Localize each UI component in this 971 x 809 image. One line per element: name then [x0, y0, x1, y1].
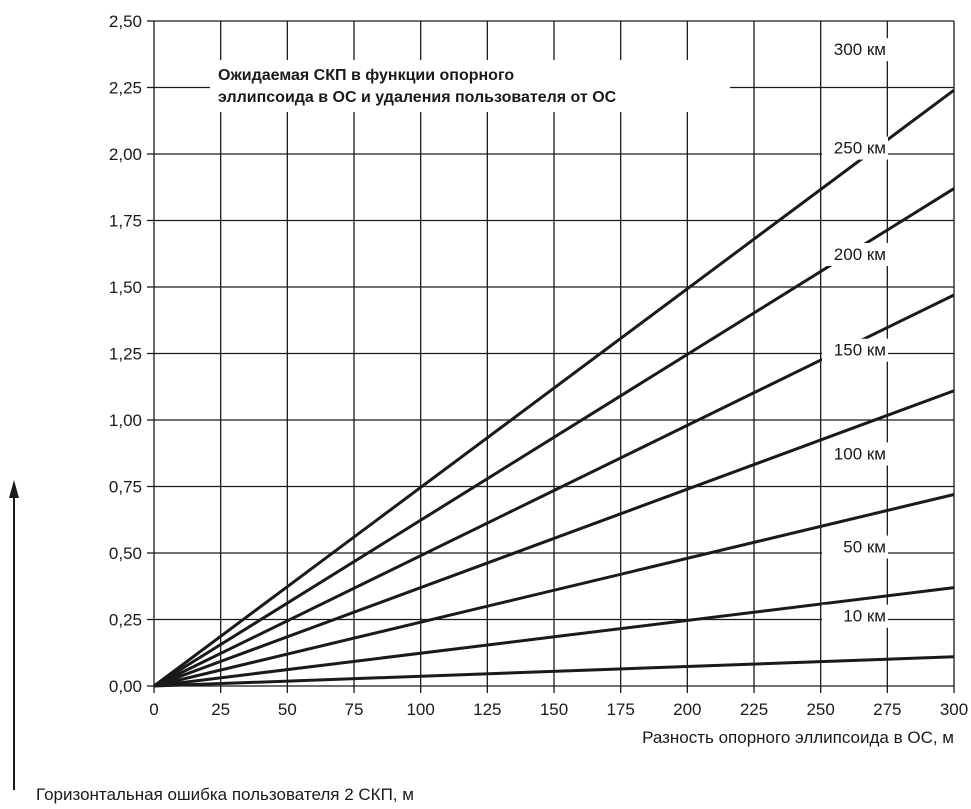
series-label-group: 200 км [822, 242, 888, 266]
y-tick-label: 2,25 [109, 79, 142, 98]
series-line [153, 493, 955, 688]
x-tick-label: 225 [740, 700, 768, 719]
y-tick-label: 0,50 [109, 544, 142, 563]
series-line [153, 293, 955, 688]
x-tick-label: 100 [406, 700, 434, 719]
series-label-group: 100 км [822, 442, 888, 466]
y-tick-label: 1,75 [109, 212, 142, 231]
x-tick-label: 150 [540, 700, 568, 719]
y-axis-arrowhead [9, 480, 19, 498]
series-labels: 10 км 50 км 100 км 150 км 200 км 250 км 300 км [822, 38, 888, 628]
series-label-group: 150 км [822, 338, 888, 362]
series-line [153, 655, 955, 688]
y-tick-label: 0,75 [109, 478, 142, 497]
x-axis-ticks: 0 25 50 75 100 125 150 175 200 225 250 275 300 [149, 700, 968, 719]
chart-title-line-2: эллипсоида в ОС и удаления пользователя … [218, 89, 617, 106]
grid [147, 20, 955, 693]
title-background [210, 60, 730, 112]
series-lines [153, 88, 955, 688]
x-axis-label: Разность опорного эллипсоида в ОС, м [642, 728, 954, 747]
series-line [153, 187, 955, 688]
x-tick-label: 250 [806, 700, 834, 719]
series-label-background [822, 535, 888, 559]
y-tick-label: 1,25 [109, 345, 142, 364]
series-label: 50 км [843, 538, 886, 557]
series-label-group: 300 км [822, 38, 888, 62]
chart-title-line-1: Ожидаемая СКП в функции опорного [218, 67, 514, 84]
y-tick-label: 0,00 [109, 677, 142, 696]
series-label: 200 км [834, 245, 886, 264]
x-tick-label: 300 [940, 700, 968, 719]
x-tick-label: 75 [345, 700, 364, 719]
y-tick-label: 1,00 [109, 411, 142, 430]
series-label-background [822, 338, 888, 362]
x-tick-label: 25 [211, 700, 230, 719]
y-tick-label: 0,25 [109, 611, 142, 630]
y-axis-label: Горизонтальная ошибка пользователя 2 СКП… [36, 785, 414, 804]
series-line [153, 88, 955, 688]
series-label: 150 км [834, 341, 886, 360]
series-label-background [822, 604, 888, 628]
x-tick-label: 125 [473, 700, 501, 719]
series-label: 300 км [834, 40, 886, 59]
series-label-background [822, 136, 888, 160]
series-label-background [822, 38, 888, 62]
series-label: 10 км [843, 607, 886, 626]
series-label-group: 10 км [822, 604, 888, 628]
x-tick-label: 0 [149, 700, 158, 719]
series-label-background [822, 242, 888, 266]
series-label-background [822, 442, 888, 466]
x-tick-label: 50 [278, 700, 297, 719]
x-tick-label: 275 [873, 700, 901, 719]
y-tick-label: 1,50 [109, 278, 142, 297]
series-line [153, 586, 955, 688]
series-label-group: 250 км [822, 136, 888, 160]
series-label: 100 км [834, 444, 886, 463]
y-tick-label: 2,50 [109, 12, 142, 31]
x-tick-label: 175 [606, 700, 634, 719]
y-axis-ticks: 0,00 0,25 0,50 0,75 1,00 1,25 1,50 1,75 2,00 2,25… [109, 12, 142, 696]
series-label-group: 50 км [822, 535, 888, 559]
series-label: 250 км [834, 139, 886, 158]
y-tick-label: 2,00 [109, 145, 142, 164]
x-tick-label: 200 [673, 700, 701, 719]
series-line [153, 389, 955, 688]
